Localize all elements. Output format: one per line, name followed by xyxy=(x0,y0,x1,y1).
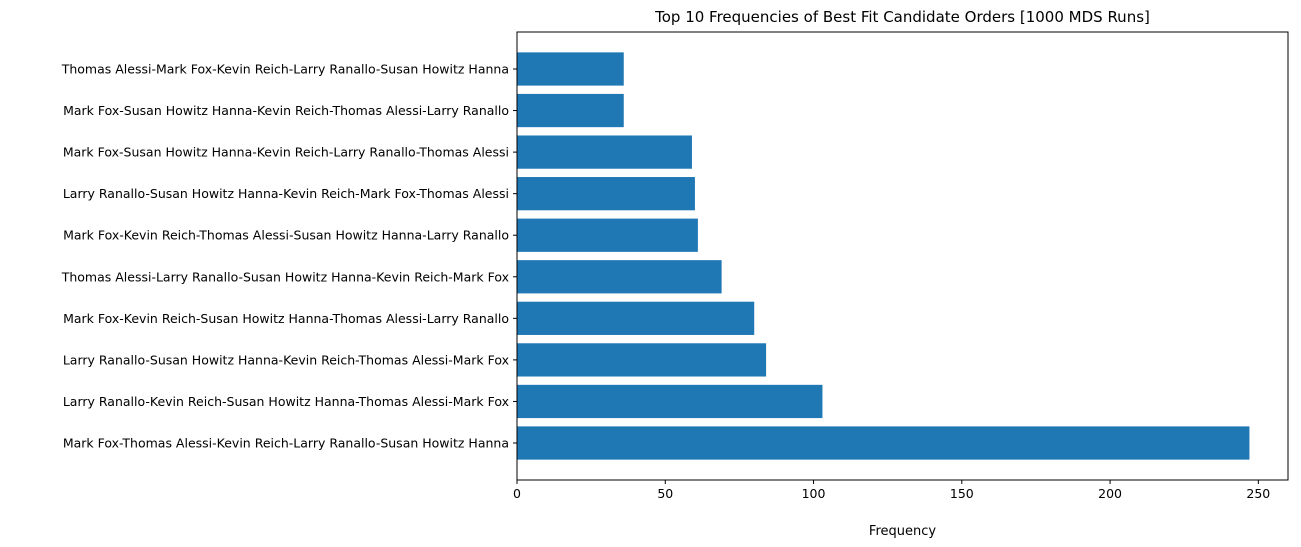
bar-2 xyxy=(517,384,823,419)
y-tick-label: Mark Fox-Thomas Alessi-Kevin Reich-Larry… xyxy=(63,436,509,451)
bar-4 xyxy=(517,301,755,335)
plot-frame xyxy=(516,31,1289,481)
bar-6 xyxy=(517,218,698,252)
y-tick-label: Larry Ranallo-Susan Howitz Hanna-Kevin R… xyxy=(63,352,509,367)
y-tick-label: Larry Ranallo-Susan Howitz Hanna-Kevin R… xyxy=(63,186,509,201)
bar-7 xyxy=(517,177,695,211)
x-axis-label: Frequency xyxy=(869,524,936,539)
bars-group xyxy=(517,52,1250,460)
chart-title: Top 10 Frequencies of Best Fit Candidate… xyxy=(654,8,1150,26)
x-tick-label: 50 xyxy=(657,486,673,501)
bar-3 xyxy=(517,343,767,377)
y-axis-ticks: Mark Fox-Thomas Alessi-Kevin Reich-Larry… xyxy=(61,61,517,451)
y-tick-label: Thomas Alessi-Larry Ranallo-Susan Howitz… xyxy=(61,269,509,284)
y-tick-label: Mark Fox-Susan Howitz Hanna-Kevin Reich-… xyxy=(63,103,509,118)
bar-10 xyxy=(517,52,624,86)
y-tick-label: Thomas Alessi-Mark Fox-Kevin Reich-Larry… xyxy=(61,61,509,76)
y-tick-label: Larry Ranallo-Kevin Reich-Susan Howitz H… xyxy=(63,394,509,409)
x-tick-label: 100 xyxy=(802,486,826,501)
y-tick-label: Mark Fox-Kevin Reich-Thomas Alessi-Susan… xyxy=(63,228,509,243)
y-tick-label: Mark Fox-Kevin Reich-Susan Howitz Hanna-… xyxy=(63,311,509,326)
x-tick-label: 150 xyxy=(950,486,974,501)
bar-1 xyxy=(517,426,1250,460)
x-tick-label: 250 xyxy=(1246,486,1270,501)
x-tick-label: 0 xyxy=(513,486,521,501)
x-tick-label: 200 xyxy=(1098,486,1122,501)
x-axis-ticks: 0 50 100 150 200 250 xyxy=(513,480,1270,501)
bar-5 xyxy=(517,260,722,294)
bar-8 xyxy=(517,135,692,169)
y-tick-label: Mark Fox-Susan Howitz Hanna-Kevin Reich-… xyxy=(63,145,509,160)
bar-9 xyxy=(517,93,624,128)
